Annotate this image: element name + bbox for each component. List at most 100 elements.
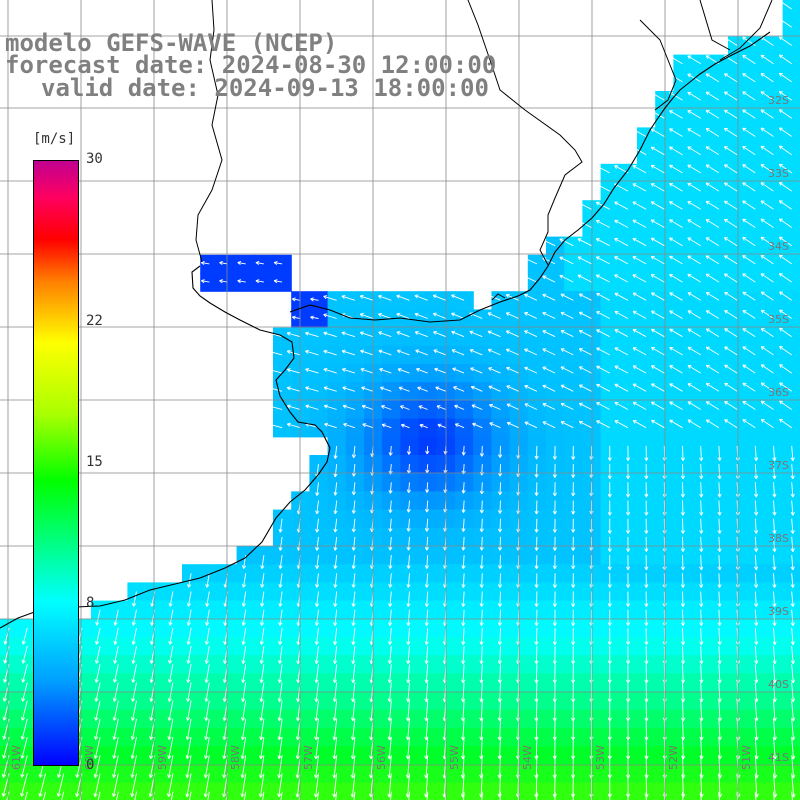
wind-cell <box>618 345 638 365</box>
wind-arrow <box>706 419 720 429</box>
wind-cell <box>782 382 800 401</box>
wind-arrow <box>700 755 703 779</box>
wind-arrow-head <box>609 679 612 684</box>
wind-arrow-head <box>352 660 356 664</box>
wind-arrow <box>113 700 119 721</box>
wind-arrow-head <box>755 511 759 516</box>
wind-cell <box>291 309 310 329</box>
wind-arrow-head <box>719 493 722 498</box>
wind-arrow-head <box>760 400 764 405</box>
wind-arrow-head <box>316 641 319 645</box>
wind-arrow-head <box>2 793 6 797</box>
wind-arrow <box>287 387 301 392</box>
wind-cell <box>546 782 565 800</box>
wind-arrow-head <box>350 793 353 798</box>
wind-arrow-head <box>778 109 782 114</box>
wind-arrow-head <box>524 257 527 262</box>
wind-arrow-head <box>772 622 776 626</box>
wind-arrow <box>462 700 465 721</box>
wind-arrow <box>517 737 520 760</box>
wind-arrow <box>401 424 410 429</box>
wind-arrow <box>682 500 684 516</box>
wind-arrow-head <box>278 717 282 722</box>
lat-label: 37S <box>768 459 789 472</box>
wind-arrow-head <box>351 679 354 683</box>
wind-arrow <box>560 421 574 429</box>
wind-arrow-head <box>277 736 280 740</box>
wind-arrow-head <box>724 219 727 223</box>
wind-arrow <box>791 573 794 588</box>
wind-arrow-head <box>595 220 599 224</box>
wind-arrow-head <box>443 508 446 513</box>
wind-arrow <box>682 718 684 741</box>
wind-arrow <box>21 700 28 721</box>
wind-arrow-head <box>792 622 795 626</box>
wind-arrow-head <box>669 292 672 297</box>
wind-arrow-head <box>3 736 7 740</box>
wind-arrow-head <box>292 297 296 300</box>
wind-cell <box>746 72 765 92</box>
wind-cell <box>473 382 492 401</box>
wind-arrow <box>614 365 629 374</box>
wind-arrow-head <box>481 528 484 533</box>
wind-arrow-head <box>778 218 782 223</box>
wind-arrow <box>614 274 629 283</box>
wind-arrow-head <box>699 566 702 571</box>
wind-arrow-head <box>755 641 759 645</box>
wind-cell <box>764 364 784 383</box>
wind-arrow <box>705 73 720 83</box>
wind-arrow <box>542 275 556 283</box>
wind-arrow-head <box>442 793 445 798</box>
wind-arrow-head <box>133 603 137 607</box>
wind-cell <box>309 382 329 401</box>
wind-arrow-head <box>687 183 690 187</box>
wind-arrow-head <box>314 660 317 664</box>
wind-arrow <box>669 347 683 356</box>
wind-arrow-head <box>397 368 401 372</box>
wind-cell <box>691 254 711 274</box>
wind-arrow-head <box>790 622 794 626</box>
wind-arrow-head <box>425 489 428 493</box>
wind-arrow-head <box>462 528 466 532</box>
wind-arrow <box>705 182 720 192</box>
wind-arrow-head <box>755 603 759 607</box>
wind-arrow-head <box>719 566 722 571</box>
wind-cell <box>691 418 711 438</box>
wind-arrow-head <box>524 330 527 335</box>
wind-arrow <box>168 737 174 759</box>
wind-arrow <box>579 330 592 338</box>
wind-cell <box>18 782 37 800</box>
wind-arrow-head <box>388 603 391 607</box>
wind-arrow-head <box>314 755 317 760</box>
wind-arrow <box>131 718 137 740</box>
wind-arrow-head <box>669 401 672 406</box>
border-inland-1 <box>195 0 223 263</box>
wind-cell <box>382 382 401 401</box>
wind-arrow-head <box>724 346 727 351</box>
wind-arrow <box>718 700 721 721</box>
wind-arrow <box>187 609 192 626</box>
wind-arrow <box>560 384 574 392</box>
wind-arrow-head <box>460 774 464 779</box>
wind-arrow <box>261 573 265 588</box>
wind-arrow <box>596 329 610 338</box>
wind-arrow-head <box>241 793 245 798</box>
wind-arrow-head <box>682 641 686 646</box>
wind-cell <box>182 782 201 800</box>
wind-arrow-head <box>442 679 446 683</box>
wind-arrow <box>742 218 756 228</box>
wind-cell <box>618 273 638 292</box>
wind-arrow <box>760 382 774 392</box>
wind-arrow-head <box>21 736 25 740</box>
wind-arrow <box>389 445 392 456</box>
wind-arrow-head <box>717 493 721 498</box>
wind-arrow-head <box>461 528 464 532</box>
wind-arrow-head <box>572 456 576 460</box>
wind-arrow-head <box>406 641 409 645</box>
wind-cell <box>728 309 747 329</box>
wind-arrow-head <box>407 603 411 607</box>
wind-arrow <box>742 73 756 83</box>
wind-arrow <box>334 482 338 496</box>
wind-arrow-head <box>680 475 684 480</box>
wind-arrow-head <box>760 109 763 114</box>
